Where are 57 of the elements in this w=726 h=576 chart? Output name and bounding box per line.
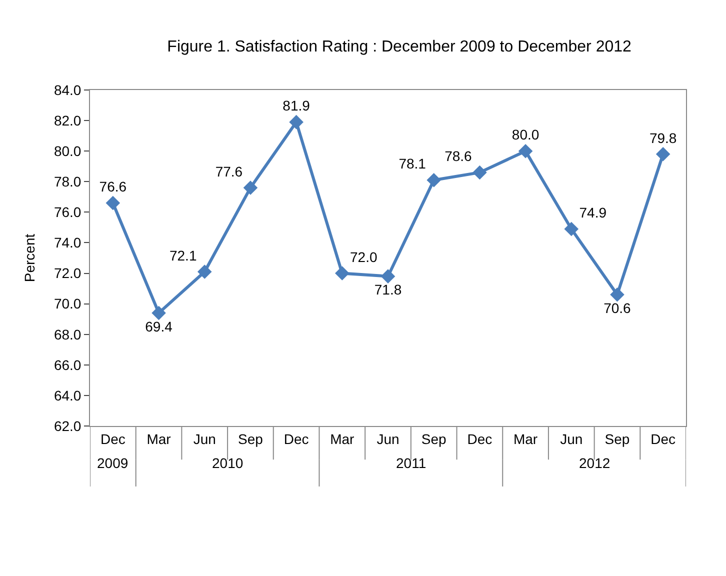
point: [564, 222, 579, 236]
data-label: 71.8: [374, 282, 402, 298]
y-tick-label: 74.0: [54, 234, 82, 251]
text: 2011: [396, 455, 426, 471]
y-tick-label: 70.0: [54, 296, 82, 312]
point: [518, 144, 533, 158]
x-tick-label: Dec: [467, 430, 492, 447]
x-tick-label: Sep: [238, 430, 264, 447]
data-label: 72.0: [350, 248, 378, 265]
x-tick-label: Sep: [604, 430, 630, 447]
data-label: 78.1: [398, 156, 426, 172]
text: 2012: [579, 455, 610, 471]
y-axis-title: Percent: [22, 234, 38, 282]
data-label: 80.0: [512, 126, 540, 143]
point: [197, 264, 212, 279]
data-label: 69.4: [145, 318, 173, 334]
x-tick-label: Dec: [284, 430, 309, 447]
y-tick-label: 84.0: [54, 82, 82, 98]
x-tick-label: Jun: [193, 430, 216, 447]
y-tick-label: 64.0: [54, 387, 82, 404]
x-tick-label: Jun: [376, 430, 400, 447]
x-tick-label: Sep: [421, 430, 447, 447]
point: [610, 288, 624, 302]
point: [335, 266, 350, 280]
y-tick-label: 62.0: [54, 418, 82, 434]
point: [380, 269, 396, 284]
data-label: 74.9: [579, 204, 607, 221]
point: [152, 306, 166, 320]
point: [289, 114, 304, 130]
y-tick-label: 76.0: [54, 204, 82, 220]
point: [426, 172, 441, 188]
chart-title: Figure 1. Satisfaction Rating : December 2009 to December 2012: [167, 38, 632, 56]
data-label: 70.6: [604, 300, 632, 316]
point: [472, 165, 487, 180]
y-tick-label: 82.0: [54, 112, 82, 128]
x-tick-label: Dec: [100, 430, 126, 447]
y-tick-label: 78.0: [54, 174, 82, 190]
x-tick-label: Mar: [146, 430, 172, 447]
data-label: 78.6: [444, 148, 472, 164]
x-tick-label: Mar: [330, 430, 355, 447]
point: [106, 196, 120, 210]
point: [243, 180, 258, 195]
x-tick-label: Jun: [560, 430, 583, 447]
data-label: 81.9: [282, 98, 310, 114]
data-label: 79.8: [649, 130, 677, 146]
x-tick-label: Dec: [650, 430, 676, 447]
data-label: 77.6: [215, 163, 243, 180]
y-tick-label: 68.0: [54, 326, 82, 342]
y-tick-label: 66.0: [54, 356, 82, 373]
text: 2010: [212, 455, 244, 471]
y-tick-label: 72.0: [54, 265, 82, 282]
x-tick-label: Mar: [513, 430, 538, 447]
data-label: 76.6: [99, 178, 127, 195]
data-label: 72.1: [169, 247, 197, 264]
text: 2009: [97, 455, 128, 471]
y-tick-label: 80.0: [54, 142, 82, 159]
point: [656, 147, 670, 162]
